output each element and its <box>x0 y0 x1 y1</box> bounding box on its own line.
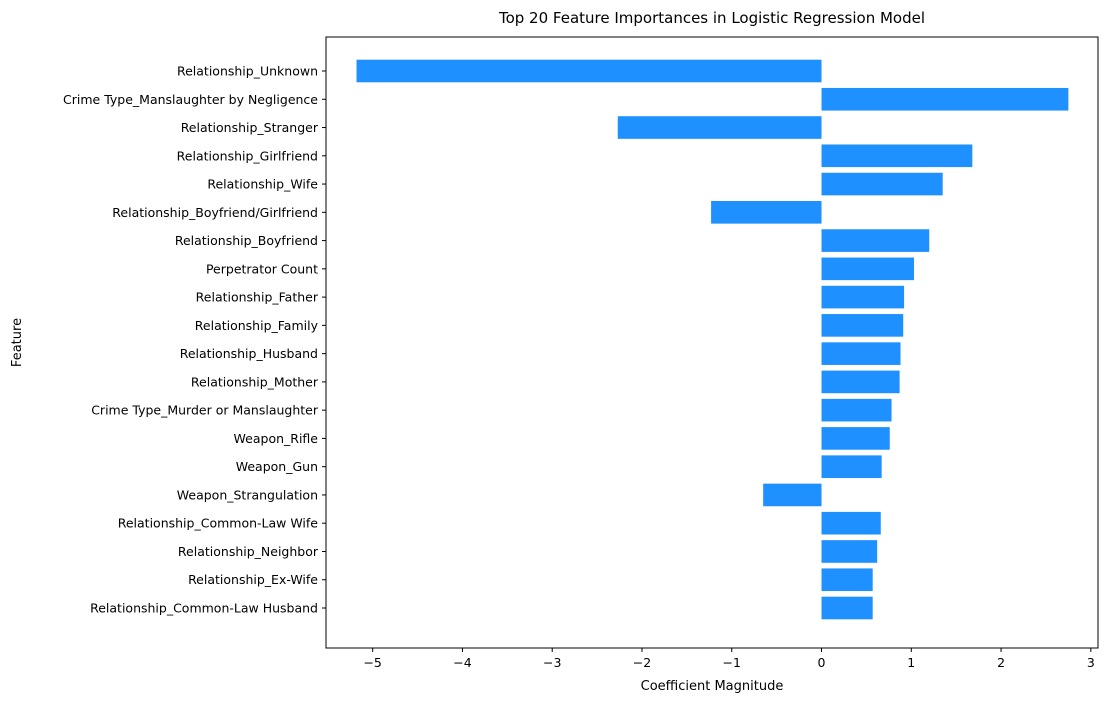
y-tick-label: Perpetrator Count <box>206 261 318 276</box>
x-tick-label: −2 <box>633 655 651 670</box>
y-tick-label: Relationship_Wife <box>207 177 318 192</box>
y-tick-label: Relationship_Mother <box>191 374 319 389</box>
bar-1 <box>821 87 1069 111</box>
bar-13 <box>821 427 890 450</box>
bar-10 <box>821 342 901 365</box>
bar-15 <box>763 483 822 507</box>
plot-frame <box>325 36 1099 649</box>
y-tick-label: Relationship_Husband <box>180 346 318 361</box>
bar-0 <box>356 59 822 83</box>
bar-16 <box>821 511 881 535</box>
y-tick-label: Weapon_Rifle <box>234 431 319 446</box>
bar-5 <box>711 201 822 224</box>
bar-19 <box>821 596 873 620</box>
x-axis-label: Coefficient Magnitude <box>641 679 784 694</box>
y-tick-label: Relationship_Boyfriend/Girlfriend <box>112 205 318 220</box>
bar-3 <box>821 144 973 168</box>
bar-9 <box>821 314 904 337</box>
y-axis-label: Feature <box>10 318 25 367</box>
bar-12 <box>821 398 892 422</box>
x-tick-label: 1 <box>907 655 915 670</box>
bar-17 <box>821 540 878 563</box>
y-tick-label: Crime Type_Murder or Manslaughter <box>91 403 319 418</box>
y-tick-label: Relationship_Family <box>195 318 319 333</box>
y-tick-label: Relationship_Girlfriend <box>177 148 318 163</box>
bar-14 <box>821 455 882 478</box>
bar-18 <box>821 568 873 592</box>
y-tick-label: Relationship_Common-Law Wife <box>118 516 319 531</box>
x-tick-label: −4 <box>453 655 471 670</box>
y-tick-label: Relationship_Neighbor <box>178 544 319 559</box>
y-axis-ticks: Relationship_Unknown Crime Type_Manslaugh… <box>63 64 326 616</box>
bar-7 <box>821 257 914 281</box>
bar-8 <box>821 285 905 309</box>
y-tick-label: Relationship_Common-Law Husband <box>90 601 318 616</box>
bars-group <box>356 59 1069 620</box>
x-tick-label: −1 <box>723 655 741 670</box>
x-tick-label: 3 <box>1087 655 1095 670</box>
x-axis-ticks: −5 −4 −3 −2 −1 0 1 2 3 <box>363 648 1095 670</box>
bar-6 <box>821 229 930 252</box>
x-tick-label: 0 <box>818 655 826 670</box>
x-tick-label: −3 <box>543 655 561 670</box>
y-tick-label: Relationship_Ex-Wife <box>188 572 318 587</box>
y-tick-label: Weapon_Gun <box>236 459 318 474</box>
chart-title: Top 20 Feature Importances in Logistic R… <box>498 9 925 27</box>
y-tick-label: Relationship_Father <box>196 290 319 305</box>
y-tick-label: Relationship_Unknown <box>177 64 318 79</box>
y-tick-label: Weapon_Strangulation <box>177 487 318 502</box>
y-tick-label: Crime Type_Manslaughter by Negligence <box>63 92 318 107</box>
y-tick-label: Relationship_Stranger <box>181 120 319 135</box>
x-tick-label: −5 <box>363 655 381 670</box>
bar-4 <box>821 172 943 196</box>
bar-2 <box>617 116 822 139</box>
x-tick-label: 2 <box>997 655 1005 670</box>
y-tick-label: Relationship_Boyfriend <box>175 233 318 248</box>
bar-11 <box>821 370 900 394</box>
